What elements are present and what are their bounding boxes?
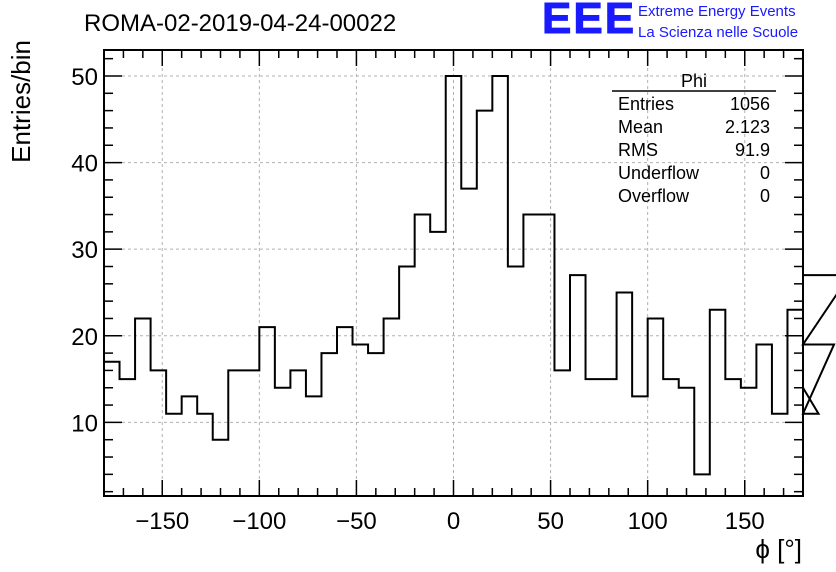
stats-value: 0	[760, 186, 770, 206]
histogram-bin	[554, 370, 570, 496]
histogram-line	[104, 74, 836, 476]
histogram-bin	[337, 327, 353, 496]
y-tick-label: 40	[71, 151, 98, 178]
y-tick-label: 50	[71, 64, 98, 91]
histogram-bin	[710, 310, 726, 496]
histogram-bin	[213, 440, 229, 496]
histogram-bin	[617, 292, 633, 496]
histogram-bin	[290, 370, 306, 496]
histogram-bin	[756, 344, 772, 496]
x-tick-label: −50	[336, 508, 377, 535]
y-tick-label: 30	[71, 237, 98, 264]
histogram-bin	[384, 318, 400, 496]
stats-value: 2.123	[725, 117, 770, 137]
histogram-bin	[477, 111, 493, 496]
grid-lines	[104, 50, 803, 496]
histogram-bin	[135, 318, 151, 496]
histogram-bin	[353, 344, 369, 496]
histogram-bin	[399, 267, 415, 496]
histogram-bin	[415, 215, 431, 496]
histogram-bin	[663, 379, 679, 496]
histogram-bin	[508, 267, 524, 496]
histogram-bin	[461, 189, 477, 496]
histogram-series	[104, 74, 836, 496]
histogram-bin	[182, 396, 198, 496]
histogram-bin	[632, 396, 648, 496]
stats-value: 91.9	[735, 140, 770, 160]
histogram-bin	[228, 370, 244, 496]
y-tick-label: 10	[71, 410, 98, 437]
x-axis-label: ϕ [°]	[755, 534, 802, 564]
stats-title: Phi	[681, 71, 707, 91]
histogram-bin	[601, 379, 617, 496]
x-tick-label: −100	[232, 508, 286, 535]
eee-logo-mark: EEE	[541, 0, 637, 44]
histogram-bin	[787, 310, 803, 496]
histogram-bin	[430, 232, 446, 496]
histogram-bin	[166, 414, 182, 496]
histogram-bin	[648, 318, 664, 496]
chart-title: ROMA-02-2019-04-24-00022	[84, 10, 397, 37]
y-tick-label: 20	[71, 324, 98, 351]
histogram-bin	[368, 353, 384, 496]
histogram-bin	[120, 379, 136, 496]
stats-label: RMS	[618, 140, 658, 160]
x-tick-label: 0	[447, 508, 460, 535]
stats-label: Mean	[618, 117, 663, 137]
histogram-bin	[741, 388, 757, 496]
stats-value: 0	[760, 163, 770, 183]
x-tick-label: 50	[537, 508, 564, 535]
eee-logo-line1: Extreme Energy Events	[638, 3, 796, 20]
histogram-bin	[104, 362, 120, 496]
stats-label: Entries	[618, 94, 674, 114]
histogram-bin	[259, 327, 275, 496]
histogram-bin	[539, 215, 555, 496]
histogram-bin	[586, 379, 602, 496]
y-axis-label: Entries/bin	[6, 40, 36, 163]
histogram-bin	[725, 379, 741, 496]
histogram-bin	[679, 388, 695, 496]
histogram-bin	[151, 370, 167, 496]
histogram-bin	[492, 76, 508, 496]
histogram-bin	[321, 353, 337, 496]
x-tick-label: −150	[135, 508, 189, 535]
histogram-bin	[570, 275, 586, 496]
histogram-bin	[772, 414, 788, 496]
stats-label: Overflow	[618, 186, 690, 206]
histogram-bin	[244, 370, 260, 496]
histogram-bin	[694, 474, 710, 496]
histogram-bin	[523, 215, 539, 496]
histogram-bin	[446, 76, 462, 496]
x-tick-label: 150	[725, 508, 765, 535]
x-tick-label: 100	[628, 508, 668, 535]
axis-ticks	[103, 50, 804, 496]
eee-logo-line2: La Scienza nelle Scuole	[638, 24, 799, 41]
stats-value: 1056	[730, 94, 770, 114]
tick-labels: −150 −100 −50 0 50 100 150 10 20 30 40 50	[71, 64, 764, 535]
histogram-bin	[275, 388, 291, 496]
stats-label: Underflow	[618, 163, 700, 183]
histogram-bin	[197, 414, 213, 496]
stats-box: Phi Entries 1056 Mean 2.123 RMS 91.9 Underflow 0…	[612, 71, 776, 206]
histogram-bin	[306, 396, 322, 496]
